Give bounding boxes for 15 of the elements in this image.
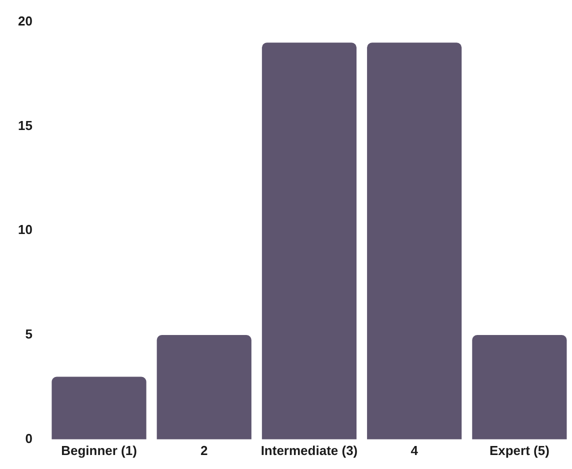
y-tick-label: 5 (25, 326, 32, 342)
y-tick-label: 10 (18, 222, 32, 238)
y-tick-label: 20 (18, 13, 32, 28)
y-tick-label: 0 (25, 430, 32, 446)
x-tick-label: Intermediate (3) (260, 442, 358, 458)
x-tick-label: 2 (200, 442, 208, 458)
bar (367, 42, 462, 440)
bar (262, 42, 357, 440)
bar (52, 376, 146, 440)
x-tick-label: Beginner (1) (61, 442, 137, 458)
y-tick-label: 15 (18, 118, 32, 133)
x-tick-label: 4 (410, 442, 419, 458)
x-tick-label: Expert (5) (489, 442, 550, 458)
bar (156, 335, 252, 440)
bar (472, 335, 567, 440)
